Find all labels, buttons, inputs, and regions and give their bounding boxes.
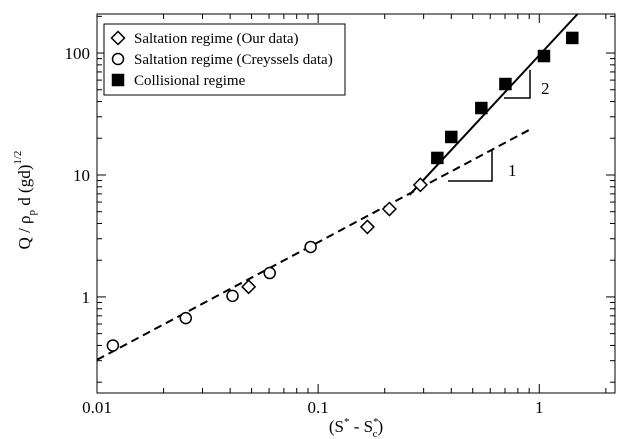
x-label-part: ) bbox=[377, 417, 383, 436]
point bbox=[263, 266, 276, 280]
legend-box bbox=[103, 23, 346, 96]
legend-marker bbox=[110, 30, 126, 46]
slope-label: 1 bbox=[508, 161, 517, 180]
legend-marker bbox=[111, 52, 125, 66]
slope-triangle bbox=[448, 150, 493, 182]
point bbox=[412, 177, 428, 193]
point bbox=[475, 101, 488, 115]
slope-triangle bbox=[504, 70, 531, 99]
fit-line bbox=[408, 13, 579, 196]
point bbox=[106, 339, 120, 352]
x-label-part: (S bbox=[329, 417, 344, 436]
x-tick-label: 0.01 bbox=[82, 398, 112, 417]
y-label-part: p bbox=[26, 209, 38, 215]
x-axis-label: (S* - S* c) bbox=[329, 416, 383, 439]
x-label-part: * bbox=[373, 416, 379, 428]
legend-label: Saltation regime (Our data) bbox=[134, 31, 299, 47]
x-label-part: c bbox=[373, 428, 378, 439]
point bbox=[499, 77, 512, 91]
plot-frame bbox=[96, 13, 616, 394]
x-tick-label: 0.1 bbox=[308, 398, 329, 417]
slope-label: 2 bbox=[541, 79, 550, 98]
point bbox=[381, 201, 397, 217]
y-label-part: Q / ρ bbox=[15, 215, 34, 249]
point bbox=[359, 219, 375, 235]
legend-marker bbox=[111, 73, 125, 87]
point bbox=[179, 311, 193, 325]
legend-label: Saltation regime (Creyssels data) bbox=[134, 52, 333, 68]
point bbox=[445, 130, 458, 144]
point bbox=[226, 289, 239, 303]
x-label-part: * bbox=[344, 416, 350, 428]
y-label-part: 1/2 bbox=[12, 151, 24, 165]
y-tick-label: 10 bbox=[73, 166, 90, 185]
fit-line bbox=[96, 129, 530, 361]
y-axis-label: Q / ρp d (gd)1/2 bbox=[12, 151, 38, 250]
x-tick-label: 1 bbox=[535, 398, 544, 417]
y-label-part: d (gd) bbox=[15, 165, 34, 210]
point bbox=[241, 279, 257, 295]
point bbox=[537, 49, 551, 63]
x-label-part: - S bbox=[349, 417, 373, 436]
point bbox=[304, 240, 317, 254]
legend-label: Collisional regime bbox=[134, 73, 246, 89]
y-tick-label: 1 bbox=[82, 288, 91, 307]
y-tick-label: 100 bbox=[65, 44, 91, 63]
point bbox=[431, 151, 444, 165]
point bbox=[566, 31, 579, 45]
